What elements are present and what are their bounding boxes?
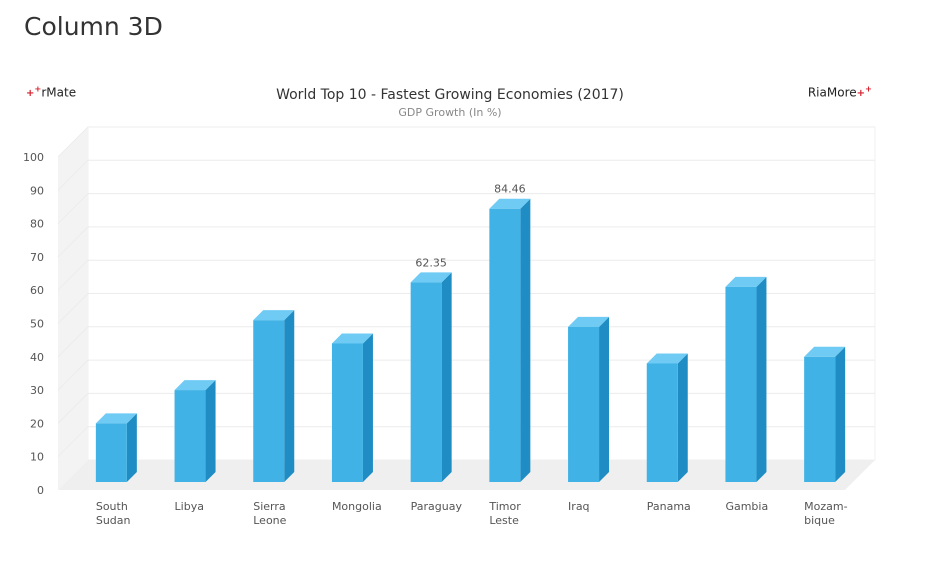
bar-side (284, 310, 295, 482)
y-tick-label: 0 (37, 484, 44, 497)
data-label: 84.46 (494, 183, 526, 196)
bar-top (489, 198, 531, 209)
x-tick-label: Gambia (725, 500, 768, 513)
bar-side (205, 380, 216, 482)
x-tick-label: Panama (647, 500, 691, 513)
gridline (57, 392, 875, 424)
x-tick-label: Mongolia (332, 500, 382, 513)
bar-top (174, 380, 216, 391)
y-tick-label: 80 (30, 218, 44, 231)
y-tick-label: 90 (30, 184, 44, 197)
plus-icon: ++ (856, 84, 872, 100)
bar-top (331, 333, 373, 344)
gridline (57, 126, 875, 158)
bar-side (441, 272, 452, 482)
gridline (57, 293, 875, 324)
x-tick-label: Timor (488, 500, 521, 513)
bar-top (804, 346, 846, 357)
bar (804, 356, 836, 482)
rmate-logo-text: rMate (41, 85, 77, 100)
bar (489, 208, 521, 482)
bar-side (756, 276, 767, 482)
bar-side (126, 413, 137, 482)
bar-side (520, 198, 531, 482)
rmate-logo: ++rMate (26, 84, 76, 99)
bar-side (677, 353, 688, 482)
bar-top (646, 353, 688, 364)
bar-top (725, 276, 767, 287)
bar (725, 286, 757, 482)
data-label: 62.35 (415, 256, 447, 269)
gridline (57, 326, 875, 358)
x-tick-label: South (96, 500, 128, 513)
x-tick-label: Sierra (253, 500, 285, 513)
x-tick-label: Leone (253, 514, 286, 527)
gridline (57, 193, 875, 224)
x-tick-label: Leste (489, 514, 519, 527)
bar-top (568, 316, 610, 327)
chart-title: World Top 10 - Fastest Growing Economies… (276, 87, 624, 103)
gridline (57, 259, 875, 291)
riamore-logo-text: RiaMore (807, 85, 857, 100)
y-tick-label: 30 (30, 384, 44, 397)
x-tick-label: Iraq (568, 500, 590, 513)
bar-top (410, 272, 452, 283)
bar-top (95, 413, 137, 424)
riamore-logo: RiaMore++ (808, 84, 872, 99)
bar-side (362, 333, 373, 482)
y-tick-label: 40 (30, 351, 44, 364)
bar-side (835, 346, 846, 482)
bar (174, 390, 206, 482)
gridline (57, 226, 875, 258)
gridline (57, 359, 875, 391)
gridline (57, 426, 875, 458)
bar-top (253, 310, 295, 321)
x-tick-label: Libya (175, 500, 204, 513)
bar (253, 320, 285, 482)
page-title: Column 3D (24, 12, 163, 41)
bar (646, 363, 678, 482)
chart-subtitle: GDP Growth (In %) (398, 106, 502, 119)
x-tick-label: Sudan (96, 514, 131, 527)
y-tick-label: 10 (30, 451, 44, 464)
plus-icon: ++ (26, 84, 42, 100)
y-tick-label: 50 (30, 318, 44, 331)
bar (95, 423, 127, 482)
x-tick-label: Paraguay (411, 500, 463, 513)
y-tick-label: 20 (30, 417, 44, 430)
bar-side (599, 316, 610, 482)
y-tick-label: 60 (30, 284, 44, 297)
y-tick-label: 100 (23, 151, 44, 164)
bar (568, 326, 600, 482)
x-tick-label: bique (804, 514, 835, 527)
x-tick-label: Mozam- (804, 500, 847, 513)
gridline (57, 159, 875, 191)
bar (331, 343, 363, 482)
bar (410, 282, 442, 482)
y-tick-label: 70 (30, 251, 44, 264)
